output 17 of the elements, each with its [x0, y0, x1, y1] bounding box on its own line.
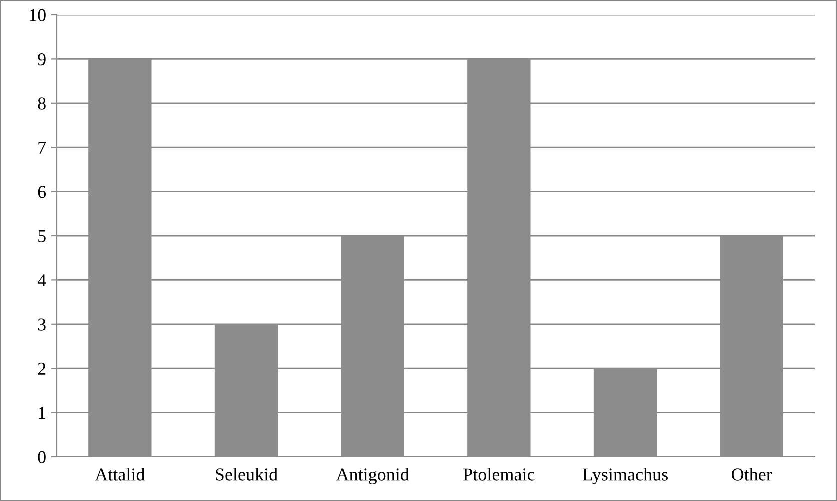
x-tick-label: Seleukid	[216, 468, 278, 481]
x-tick-label: Ptolemaic	[464, 468, 535, 481]
y-tick-label: 3	[38, 318, 46, 331]
y-tick-label: 4	[38, 274, 46, 286]
y-tick-label: 8	[38, 98, 46, 110]
y-tick-label: 1	[39, 407, 46, 420]
y-tick-label: 6	[38, 186, 46, 198]
y-tick-label: 9	[38, 54, 46, 66]
x-tick-label: Attalid	[95, 468, 146, 481]
x-tick-label: Lysimachus	[582, 468, 668, 485]
y-tick-label: 5	[38, 230, 46, 242]
y-tick-label: 10	[30, 9, 46, 22]
x-tick-label: Other	[732, 468, 772, 481]
y-tick-label: 2	[38, 362, 46, 375]
y-tick-label: 7	[38, 142, 46, 154]
y-tick-label: 0	[38, 451, 46, 464]
x-tick-label: Antigonid	[336, 468, 410, 485]
